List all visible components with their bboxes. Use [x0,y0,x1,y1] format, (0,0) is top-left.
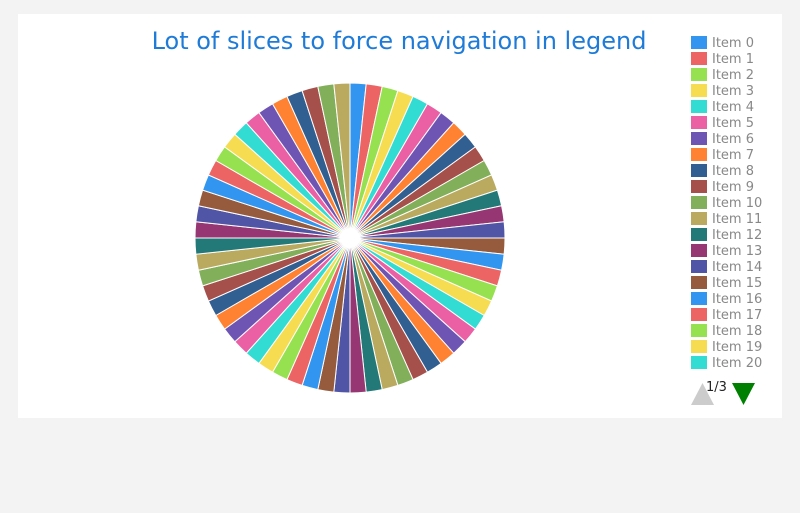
legend-swatch [691,372,707,385]
chart-panel: Lot of slices to force navigation in leg… [18,14,782,418]
legend-swatch [691,356,707,369]
legend-label: Item 6 [712,132,754,147]
legend-item[interactable]: Item 7 [691,148,754,163]
legend-down-arrow-icon[interactable] [732,383,755,405]
legend-item[interactable]: Item 4 [691,100,754,115]
legend-item[interactable]: Item 3 [691,84,754,99]
legend-swatch [691,148,707,161]
pie-slice-59[interactable] [333,82,351,239]
legend-swatch [691,244,707,257]
legend-item[interactable]: Item 20 [691,356,762,371]
legend-item[interactable]: Item 10 [691,196,762,211]
legend-swatch [691,276,707,289]
legend-label: Item 1 [712,52,754,67]
legend-label: Item 20 [712,356,762,371]
legend-label: Item 19 [712,340,762,355]
chart-svg: Lot of slices to force navigation in leg… [152,27,762,405]
legend-label: Item 9 [712,180,754,195]
legend-item[interactable]: Item 0 [691,36,754,51]
pie [194,82,506,394]
legend-page-indicator: 1/3 [706,380,727,395]
legend-swatch [691,100,707,113]
legend-swatch [691,164,707,177]
legend-swatch [691,340,707,353]
legend-item[interactable]: Item 2 [691,68,754,83]
legend-item[interactable]: Item 9 [691,180,754,195]
legend-item[interactable]: Item 19 [691,340,762,355]
legend-label: Item 3 [712,84,754,99]
legend-label: Item 16 [712,292,762,307]
legend-label: Item 10 [712,196,762,211]
legend-swatch [691,132,707,145]
legend-swatch [691,196,707,209]
legend-item[interactable]: Item 12 [691,228,762,243]
legend-swatch [691,36,707,49]
legend-swatch [691,292,707,305]
legend-label: Item 15 [712,276,762,291]
legend-item[interactable]: Item 18 [691,324,762,339]
legend-label: Item 4 [712,100,754,115]
legend-item[interactable]: Item 6 [691,132,754,147]
legend-label: Item 7 [712,148,754,163]
legend-label: Item 2 [712,68,754,83]
legend-swatch [691,212,707,225]
legend-label: Item 0 [712,36,754,51]
legend-item[interactable]: Item 16 [691,292,762,307]
legend-label: Item 8 [712,164,754,179]
legend-item[interactable]: Item 14 [691,260,762,275]
legend-swatch [691,260,707,273]
legend-label: Item 11 [712,212,762,227]
legend-item[interactable]: Item 8 [691,164,754,179]
legend-swatch [691,84,707,97]
legend-up-arrow-icon[interactable] [691,383,714,405]
legend-item[interactable]: Item 1 [691,52,754,67]
legend-label: Item 17 [712,308,762,323]
legend-item[interactable]: Item 17 [691,308,762,323]
legend-swatch [691,308,707,321]
legend-label: Item 14 [712,260,762,275]
chart-title: Lot of slices to force navigation in leg… [152,27,647,55]
legend-swatch [691,180,707,193]
legend-item[interactable]: Item 15 [691,276,762,291]
legend-swatch [691,228,707,241]
legend-label: Item 13 [712,244,762,259]
legend-item[interactable]: Item 11 [691,212,762,227]
legend-swatch [691,68,707,81]
legend-pager: 1/3 [691,380,755,405]
legend-label: Item 12 [712,228,762,243]
legend-label: Item 5 [712,116,754,131]
legend-item[interactable]: Item 13 [691,244,762,259]
legend-item[interactable]: Item 5 [691,116,754,131]
legend-swatch [691,116,707,129]
legend-swatch [691,324,707,337]
legend-swatch [691,52,707,65]
legend-label: Item 18 [712,324,762,339]
